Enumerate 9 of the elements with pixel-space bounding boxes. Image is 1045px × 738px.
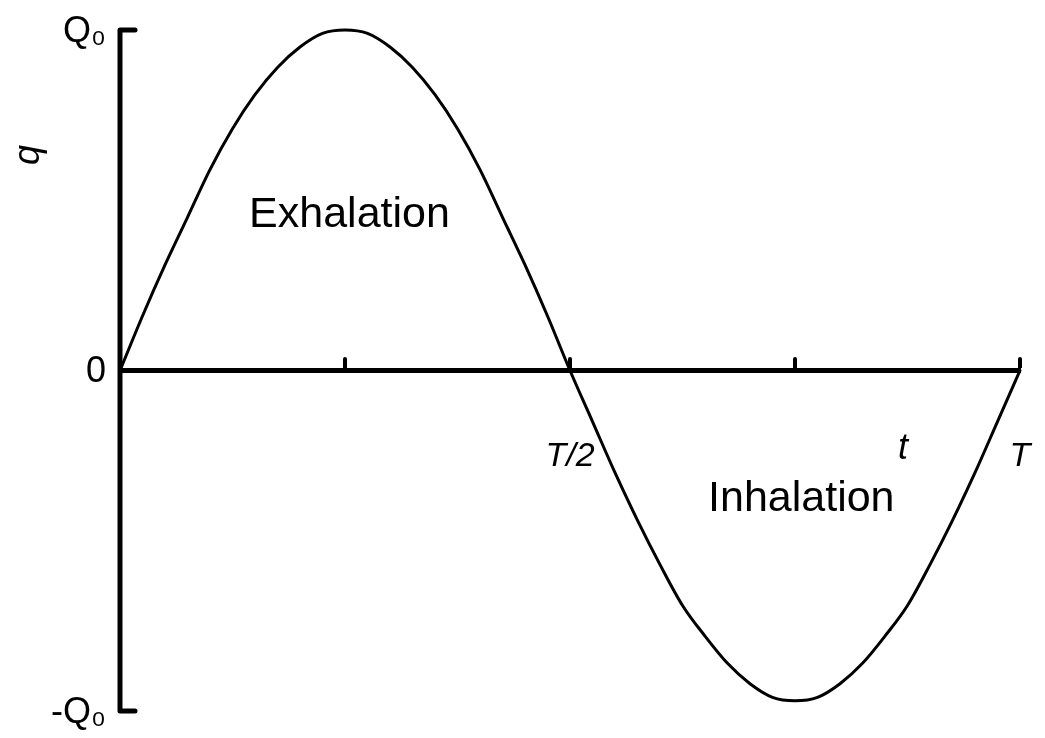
annotation: Inhalation <box>708 472 895 521</box>
text: 0 <box>85 349 106 391</box>
text: Q₀ <box>63 8 106 50</box>
y-axis-title: q <box>6 144 48 166</box>
x-tick-label: T <box>1009 435 1033 474</box>
x-axis-title: t <box>897 425 910 467</box>
annotation: Exhalation <box>249 188 450 237</box>
x-tick-label: T/2 <box>545 435 595 474</box>
text: -Q₀ <box>51 689 106 731</box>
